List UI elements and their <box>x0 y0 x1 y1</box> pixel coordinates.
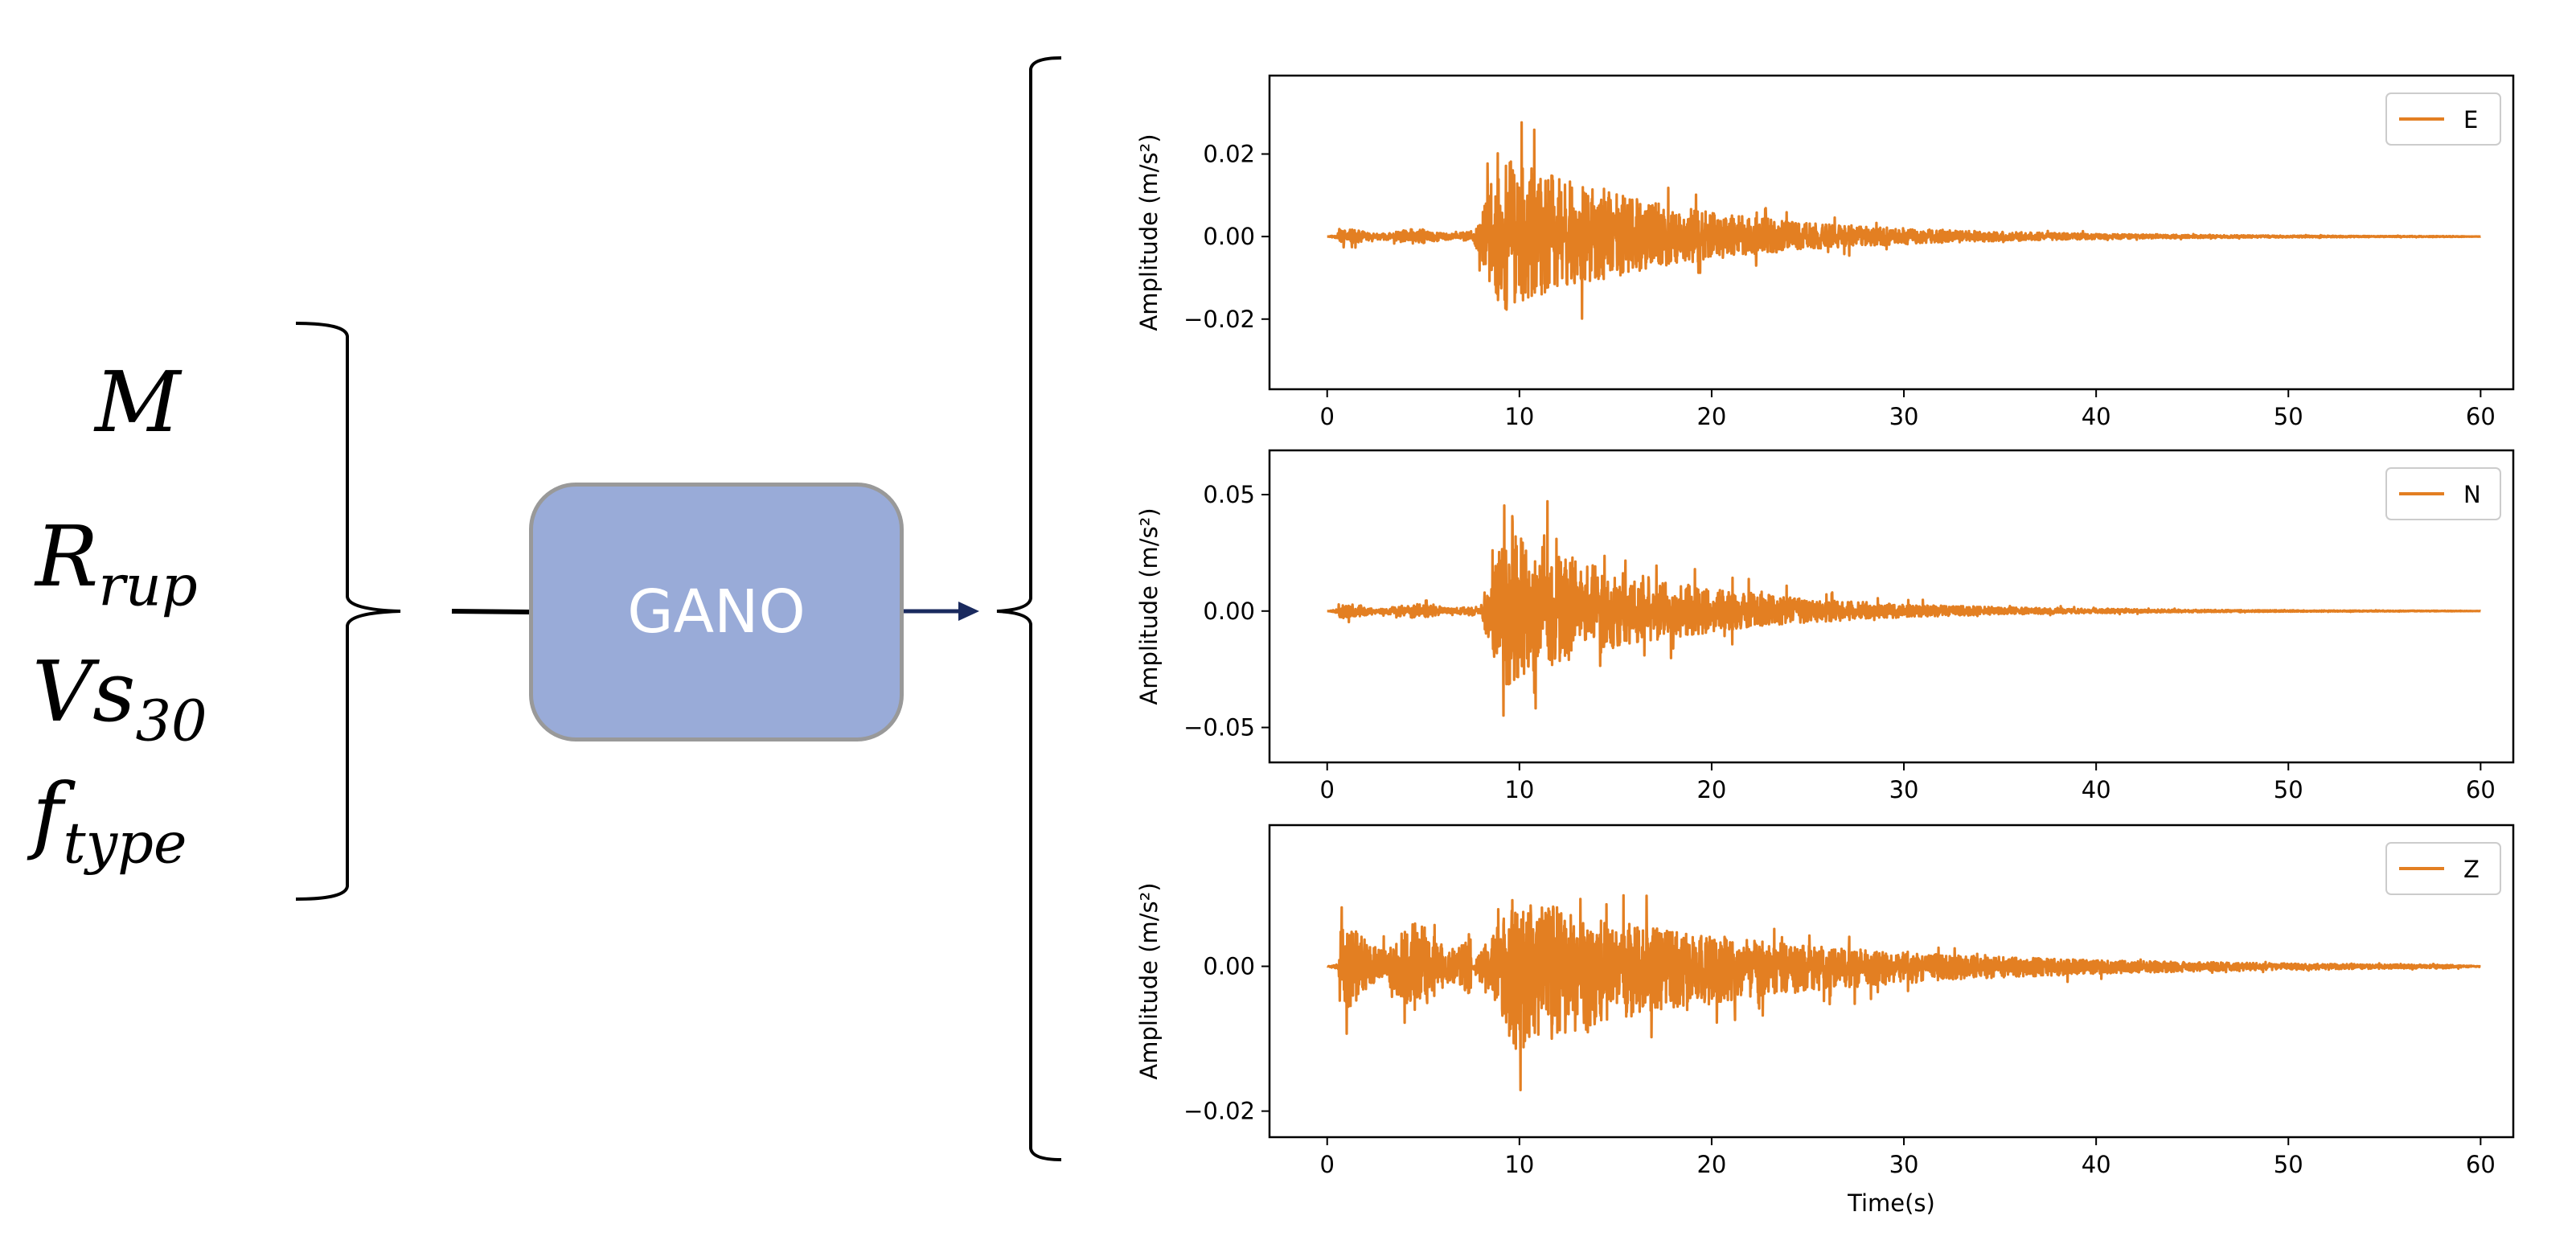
output-brace <box>996 56 1062 1161</box>
y-tick-label: −0.02 <box>1183 306 1255 333</box>
x-tick-label: 0 <box>1320 1151 1335 1178</box>
x-tick-label: 50 <box>2274 776 2303 803</box>
y-tick-label: 0.00 <box>1203 953 1255 980</box>
output-arrow-head <box>958 602 979 621</box>
input-magnitude: M <box>95 360 181 444</box>
input-fault-type: ftype <box>32 772 187 872</box>
input-ftype-sub: type <box>63 810 187 877</box>
input-rupture-distance: Rrup <box>35 515 198 614</box>
chart-e: 0 10 20 30 40 50 60 0.02 0.00 −0.02 Amplitude (m/s… <box>1135 74 2515 430</box>
input-magnitude-label: M <box>95 353 181 451</box>
series-n-line <box>1326 499 2482 717</box>
x-tick-label: 60 <box>2466 1151 2496 1178</box>
input-vs30-sub: 30 <box>135 688 207 754</box>
x-tick-label: 30 <box>1889 776 1919 803</box>
x-tick-label: 40 <box>2082 403 2111 430</box>
gano-label: GANO <box>627 577 806 647</box>
legend-label: Z <box>2463 856 2480 883</box>
x-tick-label: 20 <box>1696 1151 1726 1178</box>
input-vs30: Vs30 <box>32 650 207 750</box>
y-axis-label: Amplitude (m/s²) <box>1135 134 1163 331</box>
waveform-charts: 0 10 20 30 40 50 60 0.02 0.00 −0.02 Amplitude (m/s… <box>1135 74 2515 1217</box>
input-rrup-sub: rup <box>98 553 198 619</box>
x-axis-label: Time(s) <box>1847 1189 1935 1217</box>
chart-z: 0 10 20 30 40 50 60 0.00 −0.02 Amplitude (m/s²) Ti… <box>1135 824 2515 1217</box>
x-tick-label: 20 <box>1696 403 1726 430</box>
axes-frame <box>1268 74 2515 391</box>
y-axis-label: Amplitude (m/s²) <box>1135 507 1163 704</box>
x-tick-label: 10 <box>1504 403 1534 430</box>
x-tick-label: 0 <box>1320 776 1335 803</box>
input-ftype-main: f <box>32 765 64 863</box>
x-tick-label: 60 <box>2466 403 2496 430</box>
y-tick-label: 0.00 <box>1203 223 1255 250</box>
x-tick-label: 0 <box>1320 403 1335 430</box>
series-e-line <box>1326 121 2482 320</box>
axes-frame <box>1268 824 2515 1139</box>
legend-label: E <box>2463 106 2478 134</box>
y-tick-label: −0.05 <box>1183 714 1255 741</box>
series-z-line <box>1326 893 2482 1092</box>
gano-model-box: GANO <box>529 483 904 741</box>
input-brace <box>295 322 401 901</box>
x-tick-label: 40 <box>2082 776 2111 803</box>
x-tick-label: 40 <box>2082 1151 2111 1178</box>
input-connector <box>451 609 531 614</box>
y-tick-label: 0.05 <box>1203 481 1255 508</box>
axes-frame <box>1268 449 2515 764</box>
x-tick-label: 30 <box>1889 1151 1919 1178</box>
x-tick-label: 10 <box>1504 776 1534 803</box>
y-tick-label: 0.00 <box>1203 598 1255 625</box>
legend-label: N <box>2463 481 2481 508</box>
x-tick-label: 60 <box>2466 776 2496 803</box>
y-tick-label: −0.02 <box>1183 1098 1255 1125</box>
chart-n: 0 10 20 30 40 50 60 0.05 0.00 −0.05 Amplitude (m/s… <box>1135 449 2515 803</box>
y-axis-label: Amplitude (m/s²) <box>1135 882 1163 1079</box>
x-tick-label: 10 <box>1504 1151 1534 1178</box>
x-tick-label: 30 <box>1889 403 1919 430</box>
input-vs30-main: Vs <box>32 643 136 741</box>
x-tick-label: 50 <box>2274 403 2303 430</box>
input-rrup-main: R <box>35 507 99 606</box>
x-tick-label: 20 <box>1696 776 1726 803</box>
x-tick-label: 50 <box>2274 1151 2303 1178</box>
y-tick-label: 0.02 <box>1203 141 1255 168</box>
